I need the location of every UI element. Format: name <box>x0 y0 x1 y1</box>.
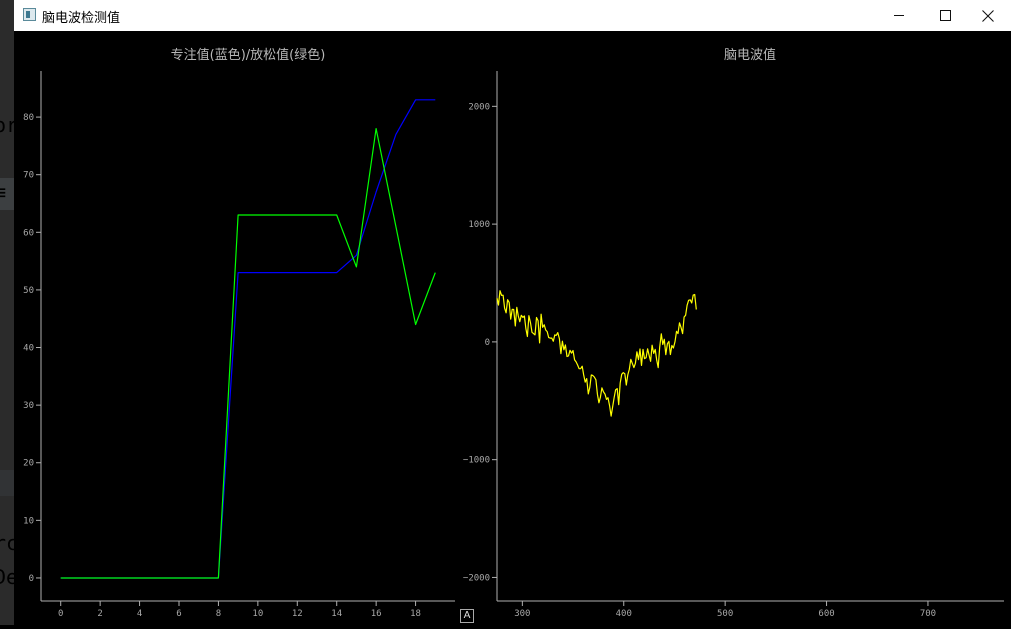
minimize-icon <box>893 15 904 16</box>
x-tick-label: 700 <box>920 609 936 619</box>
maximize-icon <box>939 10 951 21</box>
series-line-1 <box>496 290 697 417</box>
y-tick-label: −1000 <box>463 456 490 466</box>
y-tick-label: 2000 <box>468 102 490 112</box>
window-title: 脑电波检测值 <box>42 11 121 26</box>
x-tick-label: 10 <box>252 609 263 619</box>
background-highlight-band <box>0 178 14 210</box>
chart-title: 脑电波值 <box>724 47 776 63</box>
title-bar[interactable]: 脑电波检测值 <box>14 0 1011 31</box>
y-tick-label: 10 <box>23 516 34 526</box>
focus-relax-chart[interactable]: 专注值(蓝色)/放松值(绿色) 0 2 4 6 8 10 12 14 16 18 0 10 20 30 40 5… <box>23 47 455 619</box>
brainwave-chart[interactable]: 脑电波值 300 400 500 600 700 −2000 −1000 0 1000 2000 <box>463 47 1004 619</box>
y-tick-label: 50 <box>23 286 34 296</box>
chart-title: 专注值(蓝色)/放松值(绿色) <box>171 47 326 63</box>
x-tick-label: 18 <box>410 609 421 619</box>
x-tick-label: 300 <box>514 609 530 619</box>
y-tick-label: 20 <box>23 459 34 469</box>
x-tick-label: 6 <box>176 609 181 619</box>
plot-area: 专注值(蓝色)/放松值(绿色) 0 2 4 6 8 10 12 14 16 18 0 10 20 30 40 5… <box>14 31 1011 625</box>
y-tick-label: 30 <box>23 401 34 411</box>
x-tick-label: 0 <box>58 609 63 619</box>
x-tick-label: 12 <box>292 609 303 619</box>
background-code-fragment: ≡ <box>0 180 7 204</box>
background-code-fragment: rc <box>0 531 14 555</box>
background-code-fragment: De <box>0 565 14 589</box>
x-tick-label: 4 <box>137 609 142 619</box>
series-line-2 <box>60 127 436 579</box>
app-icon <box>23 8 36 21</box>
x-tick-label: 600 <box>818 609 834 619</box>
x-tick-label: 500 <box>717 609 733 619</box>
y-tick-label: 80 <box>23 113 34 123</box>
series-line-1 <box>60 99 436 579</box>
auto-range-button[interactable]: A <box>460 609 474 623</box>
y-tick-label: −2000 <box>463 573 490 583</box>
app-window: 脑电波检测值 专注值(蓝色)/放松值(绿色) 0 2 4 6 8 10 12 14 16 18 0 10… <box>14 0 1011 625</box>
close-button[interactable] <box>965 0 1011 31</box>
y-tick-label: 70 <box>23 171 34 181</box>
x-tick-label: 8 <box>216 609 221 619</box>
maximize-button[interactable] <box>922 0 968 31</box>
background-code-fragment: or <box>0 113 14 137</box>
x-tick-label: 2 <box>97 609 102 619</box>
y-tick-label: 1000 <box>468 220 490 230</box>
y-tick-label: 60 <box>23 228 34 238</box>
y-tick-label: 0 <box>485 338 490 348</box>
x-tick-label: 400 <box>616 609 632 619</box>
x-tick-label: 14 <box>331 609 342 619</box>
close-icon <box>982 9 994 22</box>
plots-canvas[interactable]: 专注值(蓝色)/放松值(绿色) 0 2 4 6 8 10 12 14 16 18 0 10 20 30 40 5… <box>14 31 1011 625</box>
background-highlight-band <box>0 470 14 496</box>
background-ide-strip: or ≡ rc De <box>0 0 14 625</box>
y-tick-label: 0 <box>29 574 34 584</box>
x-tick-label: 16 <box>371 609 382 619</box>
minimize-button[interactable] <box>876 0 922 31</box>
y-tick-label: 40 <box>23 344 34 354</box>
